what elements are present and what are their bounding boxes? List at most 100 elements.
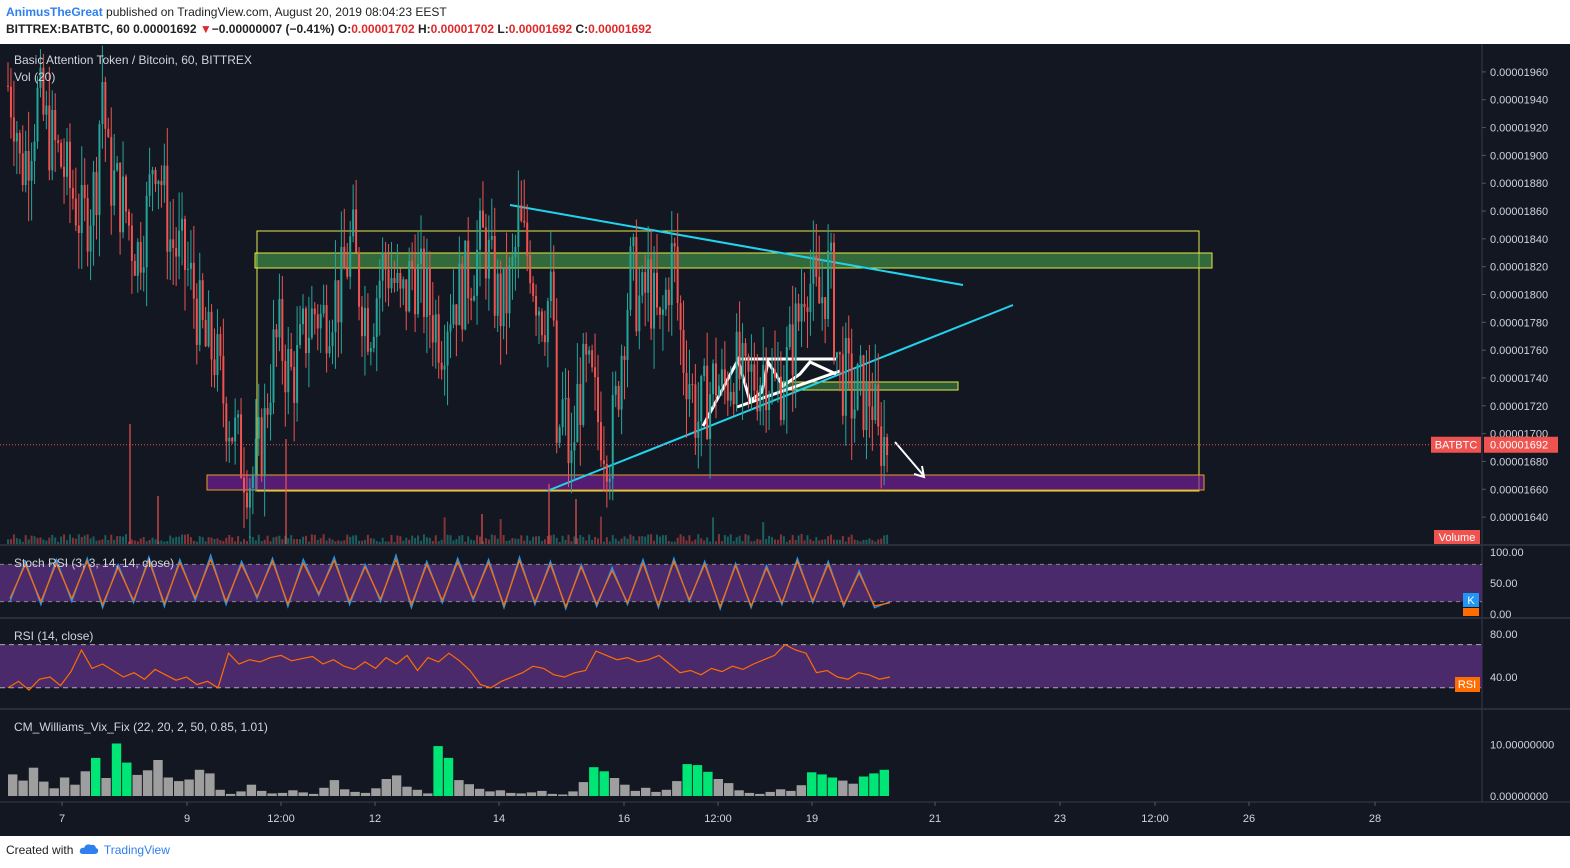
candle-down [529,255,532,284]
price-tick-label: 0.00001820 [1490,262,1548,274]
candle-up [186,268,189,270]
vix-bar [495,790,506,796]
price-tick-label: 0.00001960 [1490,67,1548,79]
volume-bar [679,534,682,544]
candle-up [720,369,723,386]
vix-bar-high [433,746,443,796]
stoch-pane-title: Stoch RSI (3, 3, 14, 14, close) [14,556,175,570]
candle-up [207,311,210,347]
candle-up [697,421,700,438]
tradingview-link[interactable]: TradingView [103,843,170,857]
chart-area[interactable]: 100.00 50.00 0.00 K 80.00 40.00 RSI 10.000000… [0,44,1570,836]
candle-up [703,365,706,377]
volume-bar [263,539,266,544]
candle-down [411,260,414,268]
candle-down [346,268,349,277]
volume-bar [390,534,393,544]
candle-up [302,308,304,325]
high-value: 0.00001702 [430,22,495,36]
volume-bar [771,537,774,544]
vix-bar [153,760,163,796]
candle-down [676,246,679,304]
volume-bar [605,537,608,544]
candle-up [402,279,405,289]
candle-down [520,205,523,221]
vix-bar [360,792,371,796]
vix-bar [402,786,412,796]
close-value: 0.00001692 [588,22,652,36]
volume-bar [384,541,387,544]
candle-up [417,263,420,315]
volume-bar [635,540,638,544]
rsi-badge-label: RSI [1458,679,1476,691]
candle-up [614,385,617,395]
candle-up [883,437,886,466]
price-tick-label: 0.00001640 [1490,512,1548,524]
volume-bar [228,534,231,544]
candle-up [573,442,576,451]
volume-bar [240,541,243,544]
candle-up [647,259,650,293]
chart-canvas[interactable]: 100.00 50.00 0.00 K 80.00 40.00 RSI 10.000000… [0,44,1570,836]
volume-bar [644,536,647,544]
candle-down [393,278,396,283]
vix-bar [163,777,173,796]
volume-bar [658,536,661,544]
pattern-bottom-line [736,369,841,409]
volume-bar-spike [157,496,159,544]
volume-bar [626,538,629,544]
candle-down [54,109,57,141]
candle-up [762,364,765,386]
candle-down [222,355,225,404]
candle-down [579,383,582,425]
candle-down [824,297,827,320]
tradingview-logo-icon [79,844,98,854]
volume-bar [608,541,611,544]
candle-up [558,427,561,443]
vix-bar [371,788,381,796]
volume-bar [844,541,847,544]
volume-bar [824,539,827,544]
time-tick-label: 26 [1243,813,1255,825]
down-arrow-icon: ▼ [199,22,212,36]
volume-bar [732,540,735,544]
candle-up [234,417,237,442]
volume-bar [735,537,738,544]
candle-up [664,289,667,310]
candle-up [546,301,549,343]
volume-bar [272,537,275,544]
vix-bar-high [827,777,838,796]
author-link[interactable]: AnimusTheGreat [6,5,103,19]
volume-bar [685,540,688,544]
candle-down [803,303,806,308]
candle-up [228,437,231,442]
volume-bar [517,538,520,544]
candle-up [198,280,201,345]
rsi-pane: 80.00 40.00 RSI [0,629,1518,692]
candle-down [597,377,599,423]
volume-bar [251,536,254,544]
candle-up [514,246,517,257]
vix-bar-high [858,776,869,796]
volume-bar [599,516,602,544]
candle-up [66,141,68,177]
time-axis: 7 9 12:00 12 14 16 12:00 19 21 23 12:00 26 28 [59,802,1381,825]
candle-down [293,366,296,403]
candle-down [505,267,508,314]
volume-bar [166,540,169,544]
candle-down [27,151,30,181]
candle-down [540,311,543,336]
vix-bar [558,794,568,796]
price-tick-label: 0.00001660 [1490,484,1548,496]
volume-bar [511,538,514,544]
candle-up [163,165,166,186]
candle-up [80,184,83,233]
volume-bar [201,537,204,544]
volume-bar [142,537,145,544]
volume-bar [110,534,113,544]
vix-bar [101,778,111,796]
volume-bar [723,535,726,544]
volume-bar [192,540,195,544]
candle-up [785,347,788,394]
candle-down [756,390,759,412]
